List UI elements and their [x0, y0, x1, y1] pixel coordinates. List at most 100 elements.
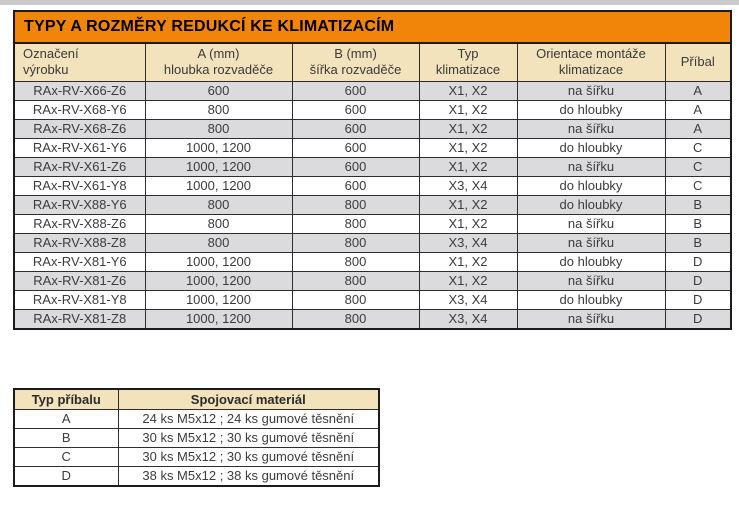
table-cell: A [664, 80, 732, 101]
table-cell: na šířku [516, 156, 666, 177]
table-cell: 600 [291, 137, 420, 158]
column-header-pack-type: Typ příbalu [13, 388, 119, 410]
table-cell: X1, X2 [418, 99, 518, 120]
reducer-dimensions-table: TYPY A ROZMĚRY REDUKCÍ KE KLIMATIZACÍM O… [13, 10, 732, 330]
column-header-fastening-material: Spojovací materiál [117, 388, 380, 410]
table-cell: na šířku [516, 308, 666, 329]
table-row: B 30 ks M5x12 ; 30 ks gumové těsnění [13, 427, 380, 448]
table-title: TYPY A ROZMĚRY REDUKCÍ KE KLIMATIZACÍM [13, 10, 732, 44]
table-cell: 600 [291, 99, 420, 120]
table-row: RAx-RV-X68-Z6 800 600 X1, X2 na šířku A [13, 118, 732, 139]
table-cell: A [664, 118, 732, 139]
table-row: RAx-RV-X66-Z6 600 600 X1, X2 na šířku A [13, 80, 732, 101]
table-cell: X1, X2 [418, 270, 518, 291]
table-row: RAx-RV-X61-Y6 1000, 1200 600 X1, X2 do h… [13, 137, 732, 158]
table-cell: 800 [144, 118, 293, 139]
table-row: RAx-RV-X81-Y8 1000, 1200 800 X3, X4 do h… [13, 289, 732, 310]
table-cell: 800 [144, 99, 293, 120]
title-row: TYPY A ROZMĚRY REDUKCÍ KE KLIMATIZACÍM [13, 10, 732, 44]
table-row: A 24 ks M5x12 ; 24 ks gumové těsnění [13, 408, 380, 429]
table-cell: X3, X4 [418, 175, 518, 196]
table-cell: 800 [144, 194, 293, 215]
table-cell: 30 ks M5x12 ; 30 ks gumové těsnění [117, 446, 380, 467]
table-cell: C [664, 175, 732, 196]
table-cell: do hloubky [516, 175, 666, 196]
table-cell: 30 ks M5x12 ; 30 ks gumové těsnění [117, 427, 380, 448]
table-cell: D [664, 251, 732, 272]
table-row: RAx-RV-X68-Y6 800 600 X1, X2 do hloubky … [13, 99, 732, 120]
table-cell: C [664, 156, 732, 177]
table-cell: RAx-RV-X68-Y6 [13, 99, 146, 120]
accessory-pack-table: Typ příbalu Spojovací materiál A 24 ks M… [13, 388, 380, 487]
table-cell: B [664, 194, 732, 215]
table-cell: RAx-RV-X68-Z6 [13, 118, 146, 139]
table-cell: X1, X2 [418, 118, 518, 139]
table-cell: X1, X2 [418, 137, 518, 158]
table-cell: 800 [291, 251, 420, 272]
table-cell: D [664, 308, 732, 329]
table-row: RAx-RV-X61-Z6 1000, 1200 600 X1, X2 na š… [13, 156, 732, 177]
table-cell: 600 [291, 118, 420, 139]
table-cell: 600 [291, 80, 420, 101]
table-cell: RAx-RV-X61-Z6 [13, 156, 146, 177]
table-row: RAx-RV-X81-Z6 1000, 1200 800 X1, X2 na š… [13, 270, 732, 291]
table-cell: A [13, 408, 119, 429]
table-cell: 38 ks M5x12 ; 38 ks gumové těsnění [117, 465, 380, 486]
table-cell: RAx-RV-X88-Z8 [13, 232, 146, 253]
table-cell: 800 [291, 308, 420, 329]
table-row: RAx-RV-X61-Y8 1000, 1200 600 X3, X4 do h… [13, 175, 732, 196]
window-edge-strip [0, 0, 739, 5]
table-cell: RAx-RV-X88-Y6 [13, 194, 146, 215]
table-cell: X1, X2 [418, 213, 518, 234]
table-cell: A [664, 99, 732, 120]
table-cell: RAx-RV-X81-Y6 [13, 251, 146, 272]
header-row: Typ příbalu Spojovací materiál [13, 388, 380, 410]
table-cell: B [13, 427, 119, 448]
table-cell: RAx-RV-X61-Y6 [13, 137, 146, 158]
column-header-depth-a: A (mm) hloubka rozvaděče [144, 42, 293, 82]
table-cell: 800 [291, 289, 420, 310]
column-header-width-b: B (mm) šířka rozvaděče [291, 42, 420, 82]
table-cell: na šířku [516, 270, 666, 291]
table-cell: X1, X2 [418, 80, 518, 101]
table-cell: 800 [291, 270, 420, 291]
table-cell: 1000, 1200 [144, 175, 293, 196]
table-row: RAx-RV-X88-Z8 800 800 X3, X4 na šířku B [13, 232, 732, 253]
table-cell: D [13, 465, 119, 486]
table-cell: 1000, 1200 [144, 270, 293, 291]
table-cell: RAx-RV-X61-Y8 [13, 175, 146, 196]
table-cell: RAx-RV-X81-Y8 [13, 289, 146, 310]
table-cell: D [664, 270, 732, 291]
table-cell: 600 [144, 80, 293, 101]
table-cell: RAx-RV-X81-Z6 [13, 270, 146, 291]
table-row: RAx-RV-X88-Y6 800 800 X1, X2 do hloubky … [13, 194, 732, 215]
table-cell: 1000, 1200 [144, 308, 293, 329]
table-row: C 30 ks M5x12 ; 30 ks gumové těsnění [13, 446, 380, 467]
table-cell: X3, X4 [418, 232, 518, 253]
table-cell: 1000, 1200 [144, 289, 293, 310]
table-cell: B [664, 213, 732, 234]
table-cell: 800 [144, 213, 293, 234]
column-header-ac-type: Typ klimatizace [418, 42, 518, 82]
table-cell: 800 [291, 194, 420, 215]
table-cell: 600 [291, 175, 420, 196]
table-cell: na šířku [516, 213, 666, 234]
table-row: RAx-RV-X88-Z6 800 800 X1, X2 na šířku B [13, 213, 732, 234]
table-cell: 1000, 1200 [144, 156, 293, 177]
table-cell: X1, X2 [418, 194, 518, 215]
table-cell: do hloubky [516, 194, 666, 215]
table-cell: 800 [291, 232, 420, 253]
column-header-accessory: Příbal [664, 42, 732, 82]
column-header-product: Označení výrobku [13, 42, 146, 82]
table-cell: RAx-RV-X88-Z6 [13, 213, 146, 234]
table-cell: do hloubky [516, 289, 666, 310]
table-cell: B [664, 232, 732, 253]
table-cell: X1, X2 [418, 251, 518, 272]
table-cell: X3, X4 [418, 289, 518, 310]
table-cell: na šířku [516, 232, 666, 253]
table-cell: 800 [291, 213, 420, 234]
table-cell: 600 [291, 156, 420, 177]
table-cell: na šířku [516, 118, 666, 139]
table-cell: 1000, 1200 [144, 251, 293, 272]
table-cell: 800 [144, 232, 293, 253]
